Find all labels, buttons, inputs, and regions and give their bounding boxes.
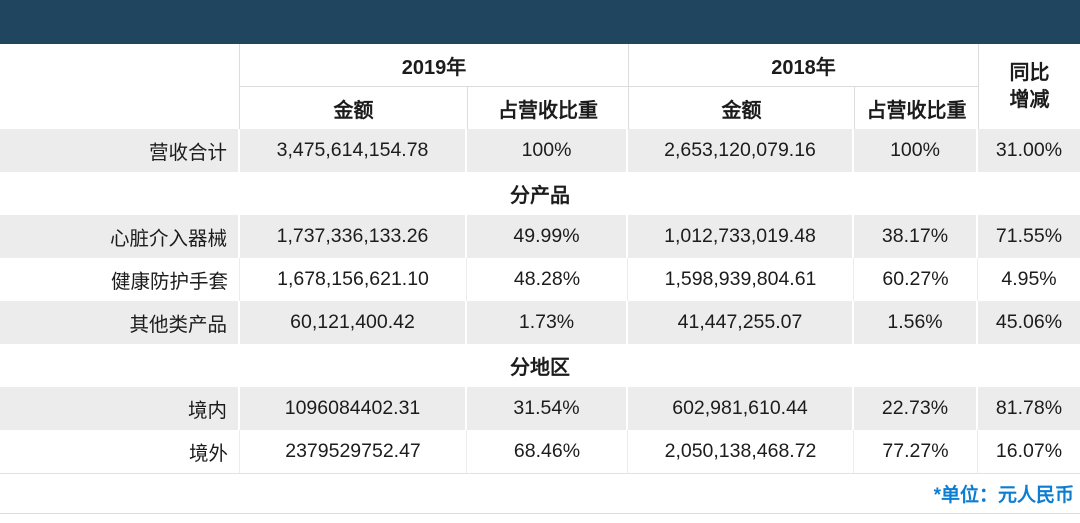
row-label: 其他类产品 (0, 301, 240, 344)
cell-share-2019: 1.73% (467, 301, 628, 344)
row-label: 境外 (0, 430, 240, 473)
cell-share-2018: 1.56% (854, 301, 978, 344)
title-banner (0, 0, 1080, 44)
cell-amount-2018: 1,598,939,804.61 (628, 258, 854, 301)
cell-yoy: 81.78% (978, 387, 1080, 430)
cell-amount-2018: 2,653,120,079.16 (628, 129, 854, 172)
table-row-domestic: 境内 1096084402.31 31.54% 602,981,610.44 2… (0, 387, 1080, 430)
cell-share-2018: 38.17% (854, 215, 978, 258)
cell-share-2018: 100% (854, 129, 978, 172)
section-label: 分产品 (0, 172, 1080, 215)
cell-amount-2019: 2379529752.47 (240, 430, 467, 473)
header-amount-2019: 金额 (240, 87, 467, 129)
header-yoy-change: 同比 增减 (978, 44, 1080, 129)
cell-amount-2019: 3,475,614,154.78 (240, 129, 467, 172)
section-row-by-region: 分地区 (0, 344, 1080, 387)
section-label: 分地区 (0, 344, 1080, 387)
cell-yoy: 45.06% (978, 301, 1080, 344)
header-sub-row: 金额 占营收比重 金额 占营收比重 (0, 87, 1080, 129)
cell-share-2019: 49.99% (467, 215, 628, 258)
table-row-overseas: 境外 2379529752.47 68.46% 2,050,138,468.72… (0, 430, 1080, 473)
cell-share-2018: 60.27% (854, 258, 978, 301)
header-share-2018: 占营收比重 (854, 87, 978, 129)
header-share-2019: 占营收比重 (467, 87, 628, 129)
table-row-total: 营收合计 3,475,614,154.78 100% 2,653,120,079… (0, 129, 1080, 172)
cell-yoy: 16.07% (978, 430, 1080, 473)
header-year-row: 2019年 2018年 同比 增减 (0, 44, 1080, 129)
cell-share-2018: 22.73% (854, 387, 978, 430)
header-yoy-line2: 增减 (1009, 88, 1050, 111)
header-label-column (0, 44, 240, 129)
section-row-by-product: 分产品 (0, 172, 1080, 215)
cell-amount-2019: 1096084402.31 (240, 387, 467, 430)
cell-amount-2018: 2,050,138,468.72 (628, 430, 854, 473)
cell-amount-2018: 602,981,610.44 (628, 387, 854, 430)
table-header: 2019年 2018年 同比 增减 金额 占营收比重 金额 占营收比重 (0, 44, 1080, 129)
table-row-cardiac-devices: 心脏介入器械 1,737,336,133.26 49.99% 1,012,733… (0, 215, 1080, 258)
row-label: 心脏介入器械 (0, 215, 240, 258)
cell-share-2018: 77.27% (854, 430, 978, 473)
table-row-other-products: 其他类产品 60,121,400.42 1.73% 41,447,255.07 … (0, 301, 1080, 344)
cell-yoy: 71.55% (978, 215, 1080, 258)
cell-share-2019: 31.54% (467, 387, 628, 430)
table-footer: *单位：元人民币 (0, 473, 1080, 514)
table-row-protective-gloves: 健康防护手套 1,678,156,621.10 48.28% 1,598,939… (0, 258, 1080, 301)
row-label: 健康防护手套 (0, 258, 240, 301)
row-label: 境内 (0, 387, 240, 430)
cell-amount-2019: 60,121,400.42 (240, 301, 467, 344)
header-year-2019: 2019年 (240, 44, 628, 87)
cell-amount-2018: 1,012,733,019.48 (628, 215, 854, 258)
unit-note: *单位：元人民币 (933, 485, 1074, 506)
header-amount-2018: 金额 (628, 87, 854, 129)
row-label: 营收合计 (0, 129, 240, 172)
cell-yoy: 31.00% (978, 129, 1080, 172)
table-body: 营收合计 3,475,614,154.78 100% 2,653,120,079… (0, 129, 1080, 473)
revenue-table: 2019年 2018年 同比 增减 金额 占营收比重 金额 占营收比重 营收合计… (0, 44, 1080, 473)
cell-share-2019: 68.46% (467, 430, 628, 473)
cell-amount-2018: 41,447,255.07 (628, 301, 854, 344)
header-yoy-line1: 同比 (1009, 61, 1050, 84)
cell-amount-2019: 1,737,336,133.26 (240, 215, 467, 258)
cell-yoy: 4.95% (978, 258, 1080, 301)
cell-share-2019: 100% (467, 129, 628, 172)
header-year-2018: 2018年 (628, 44, 978, 87)
cell-share-2019: 48.28% (467, 258, 628, 301)
cell-amount-2019: 1,678,156,621.10 (240, 258, 467, 301)
